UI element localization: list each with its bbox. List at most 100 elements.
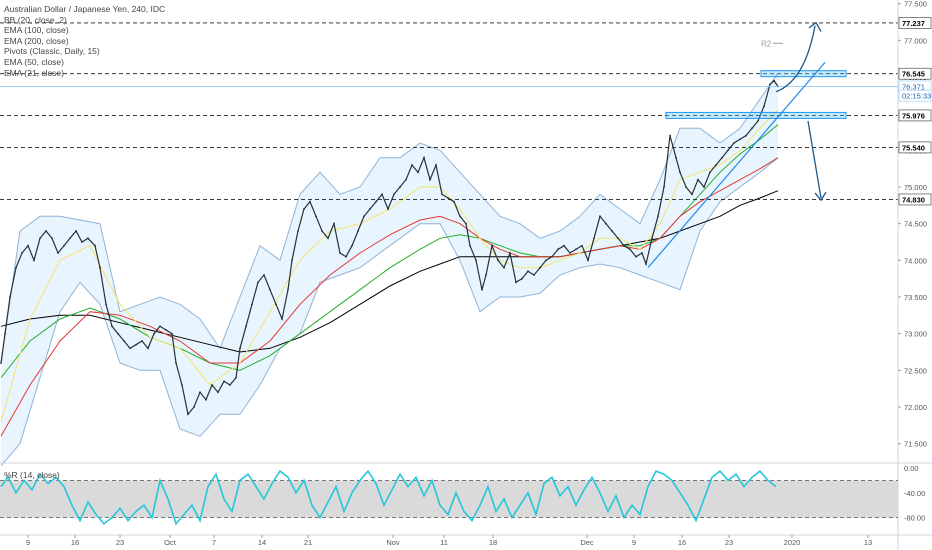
price-point <box>715 164 717 166</box>
price-point <box>181 384 183 386</box>
price-point <box>245 325 247 328</box>
drawing-annotations[interactable] <box>647 21 847 269</box>
price-point <box>111 325 113 328</box>
price-point <box>375 200 377 203</box>
price-pane[interactable]: R2 <box>0 0 898 467</box>
price-point <box>629 248 631 251</box>
up-arrowhead[interactable] <box>808 21 822 32</box>
time-tick-label: 9 <box>632 538 636 547</box>
price-point <box>315 215 317 218</box>
price-point <box>703 186 705 188</box>
price-point <box>521 277 523 280</box>
price-point <box>369 208 371 210</box>
price-point <box>223 380 225 383</box>
price-point <box>645 263 647 265</box>
ema21-line <box>0 109 779 422</box>
price-point <box>281 318 283 320</box>
price-point <box>539 266 541 269</box>
price-point <box>393 193 395 196</box>
up-arrow-path[interactable] <box>775 25 816 93</box>
price-point <box>94 244 96 247</box>
price-point <box>291 259 293 262</box>
price-point <box>575 248 577 251</box>
price-point <box>351 244 353 247</box>
price-point <box>33 259 35 262</box>
price-point <box>773 79 775 82</box>
price-point <box>503 266 505 269</box>
price-tick-label: 75.000 <box>904 183 927 192</box>
price-point <box>657 215 659 218</box>
price-point <box>557 248 559 251</box>
time-axis[interactable]: 9 16 23 Oct 7 14 21 Nov 11 18 Dec 9 16 23 2020 13 <box>0 534 932 547</box>
price-label-box[interactable] <box>898 109 932 122</box>
price-label-box[interactable] <box>898 141 932 154</box>
resistance-zone-box[interactable] <box>760 70 847 78</box>
price-point <box>727 149 729 152</box>
williams-r-line <box>0 469 777 526</box>
price-point <box>63 244 65 247</box>
price-point <box>363 215 365 218</box>
price-point <box>257 281 259 284</box>
price-point <box>297 230 299 232</box>
down-arrow-path[interactable] <box>807 120 822 199</box>
price-label-box[interactable] <box>898 193 932 206</box>
price-point <box>235 376 237 379</box>
price-tick-label: 77.000 <box>904 36 927 45</box>
price-point <box>605 222 607 225</box>
williams-r-tick-label: -40.00 <box>904 489 925 498</box>
price-label-box[interactable] <box>898 67 932 80</box>
price-point <box>551 255 553 258</box>
price-point <box>581 244 583 247</box>
price-point <box>751 127 753 130</box>
price-point <box>147 347 149 350</box>
support-zone-box[interactable] <box>665 111 847 119</box>
price-point <box>39 237 41 240</box>
price-axis[interactable]: 77.50077.00076.50076.00075.50075.00074.5… <box>897 0 932 550</box>
time-tick-label: Oct <box>164 538 177 547</box>
price-point <box>81 241 83 243</box>
price-point <box>453 200 455 203</box>
ascending-trendline[interactable] <box>647 61 826 269</box>
price-line <box>0 79 779 416</box>
time-tick-label: 2020 <box>784 538 801 547</box>
legend-ema100: EMA (100, close) <box>4 25 69 36</box>
price-point <box>9 296 11 298</box>
time-tick-label: 16 <box>71 538 79 547</box>
williams-r-pane[interactable]: 0.00 -40.00 -80.00 <box>0 464 925 526</box>
price-tick-label: 71.500 <box>904 440 927 449</box>
price-point <box>4 332 6 335</box>
price-point <box>405 178 407 181</box>
price-point <box>141 340 143 342</box>
price-point <box>465 222 467 225</box>
price-point <box>269 288 271 291</box>
price-label-text: 77.237 <box>902 19 925 28</box>
williams-r-tick-label: -80.00 <box>904 514 925 523</box>
price-point <box>171 332 173 335</box>
price-point <box>435 164 437 166</box>
price-point <box>669 134 671 137</box>
price-point <box>485 274 487 276</box>
time-tick-label: 9 <box>26 538 30 547</box>
price-point <box>593 237 595 240</box>
price-point <box>733 142 735 144</box>
price-point <box>175 362 177 364</box>
price-label-box[interactable] <box>898 89 932 102</box>
time-tick-label: 7 <box>212 538 216 547</box>
price-point <box>739 138 741 141</box>
price-point <box>381 193 383 196</box>
time-tick-label: 23 <box>116 538 124 547</box>
price-point <box>263 274 265 276</box>
price-tick-label: 73.500 <box>904 293 927 302</box>
price-point <box>587 259 589 262</box>
price-point <box>411 164 413 166</box>
price-point <box>481 288 483 291</box>
time-tick-label: Nov <box>386 538 400 547</box>
price-point <box>691 193 693 196</box>
price-series <box>0 79 779 416</box>
down-arrowhead[interactable] <box>814 191 827 202</box>
price-point <box>69 237 71 240</box>
price-point <box>117 332 119 335</box>
price-label-box[interactable] <box>898 17 932 29</box>
price-point <box>105 303 107 306</box>
